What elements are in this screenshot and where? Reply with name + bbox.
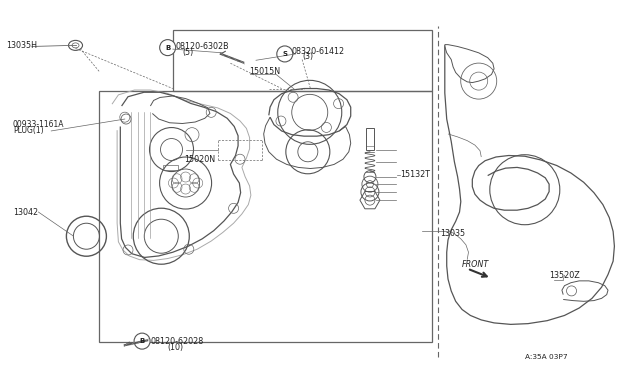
Text: 13520Z: 13520Z	[549, 271, 580, 280]
Circle shape	[160, 39, 175, 56]
Text: 08320-61412: 08320-61412	[292, 47, 345, 56]
Text: B: B	[140, 338, 145, 344]
Text: 13042: 13042	[13, 208, 38, 217]
Circle shape	[134, 333, 150, 349]
Text: 13035H: 13035H	[6, 41, 37, 50]
Bar	[366, 128, 374, 150]
Text: S: S	[282, 51, 287, 57]
Text: A:35A 03P7: A:35A 03P7	[525, 354, 568, 360]
Text: 08120-6302B: 08120-6302B	[176, 42, 230, 51]
Text: 15132T: 15132T	[400, 170, 430, 179]
Text: 08120-62028: 08120-62028	[150, 337, 204, 346]
Text: B: B	[165, 45, 170, 51]
Text: (10): (10)	[168, 343, 184, 352]
Text: (3): (3)	[302, 52, 313, 61]
Text: 15020N: 15020N	[184, 155, 216, 164]
Circle shape	[277, 46, 293, 62]
Text: PLUG(1): PLUG(1)	[13, 126, 44, 135]
Text: 00933-1161A: 00933-1161A	[13, 120, 64, 129]
Text: FRONT: FRONT	[462, 260, 490, 269]
Text: (5): (5)	[182, 48, 194, 57]
Text: 15015N: 15015N	[250, 67, 281, 76]
Text: 13035: 13035	[440, 229, 465, 238]
